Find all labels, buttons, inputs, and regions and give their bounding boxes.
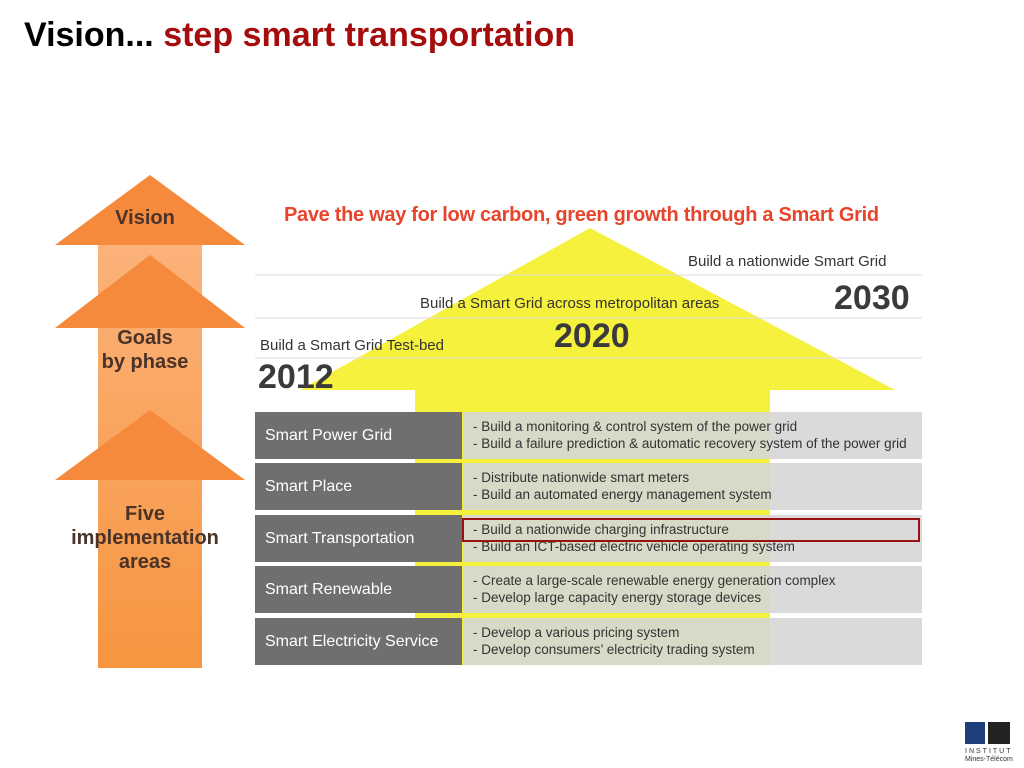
area-item: - Build a nationwide charging infrastruc…	[473, 522, 729, 537]
area-item: - Build a failure prediction & automatic…	[473, 436, 907, 451]
area-name: Smart Electricity Service	[255, 618, 462, 665]
area-item: - Build an ICT-based electric vehicle op…	[473, 539, 795, 554]
arrow-head-areas	[55, 410, 245, 480]
area-row: Smart Electricity Service - Develop a var…	[255, 618, 922, 665]
area-item: - Develop a various pricing system	[473, 625, 680, 640]
arrow-label: Vision	[115, 207, 175, 229]
area-items: - Distribute nationwide smart meters - Bu…	[463, 463, 922, 510]
area-items: - Build a monitoring & control system of…	[463, 412, 922, 459]
area-item: - Create a large-scale renewable energy …	[473, 573, 836, 588]
area-item: - Develop consumers’ electricity trading…	[473, 642, 755, 657]
area-name: Smart Power Grid	[255, 412, 462, 459]
arrow-line: Goals	[117, 327, 173, 349]
area-item: - Build a monitoring & control system of…	[473, 419, 798, 434]
title-prefix: Vision...	[24, 16, 154, 54]
logo-square	[965, 722, 985, 744]
logo-text: INSTITUT	[965, 748, 1013, 755]
phase-year: 2020	[554, 317, 630, 355]
headline: Pave the way for low carbon, green growt…	[284, 204, 879, 226]
highlight-box	[462, 518, 920, 542]
area-items: - Create a large-scale renewable energy …	[463, 566, 922, 613]
area-items: - Develop a various pricing system - Deve…	[463, 618, 922, 665]
area-items: - Build a nationwide charging infrastruc…	[463, 515, 922, 562]
logo-square	[988, 722, 1010, 744]
area-row: Smart Place - Distribute nationwide smart…	[255, 463, 922, 510]
area-name: Smart Renewable	[255, 566, 462, 613]
logo-text: Mines-Télécom	[965, 756, 1013, 763]
area-item: - Distribute nationwide smart meters	[473, 470, 690, 485]
area-item: - Develop large capacity energy storage …	[473, 590, 762, 605]
arrow-head-vision	[55, 175, 245, 245]
arrow-label: Five implementation areas	[50, 502, 240, 574]
arrow-head-goals	[55, 255, 245, 328]
arrow-label: Goals by phase	[50, 326, 240, 374]
area-name: Smart Place	[255, 463, 462, 510]
area-row: Smart Transportation - Build a nationwide…	[255, 515, 922, 562]
title-highlight: step smart transportation	[163, 16, 576, 54]
phase-year: 2030	[834, 279, 910, 317]
phase-label: Build a Smart Grid Test-bed	[260, 337, 444, 354]
arrow-line: Five	[124, 503, 166, 525]
phase-label: Build a nationwide Smart Grid	[688, 253, 887, 270]
area-row: Smart Power Grid - Build a monitoring & c…	[255, 412, 922, 459]
slide-title: Vision... step smart transportation	[24, 16, 575, 55]
phase-year: 2012	[258, 358, 334, 396]
arrow-line: implementation	[71, 527, 219, 549]
area-name: Smart Transportation	[255, 515, 462, 562]
phase-label: Build a Smart Grid across metropolitan a…	[420, 295, 720, 312]
arrow-line: by phase	[101, 351, 189, 373]
area-row: Smart Renewable - Create a large-scale re…	[255, 566, 922, 613]
arrow-line: areas	[118, 551, 172, 573]
area-item: - Build an automated energy management s…	[473, 487, 772, 502]
